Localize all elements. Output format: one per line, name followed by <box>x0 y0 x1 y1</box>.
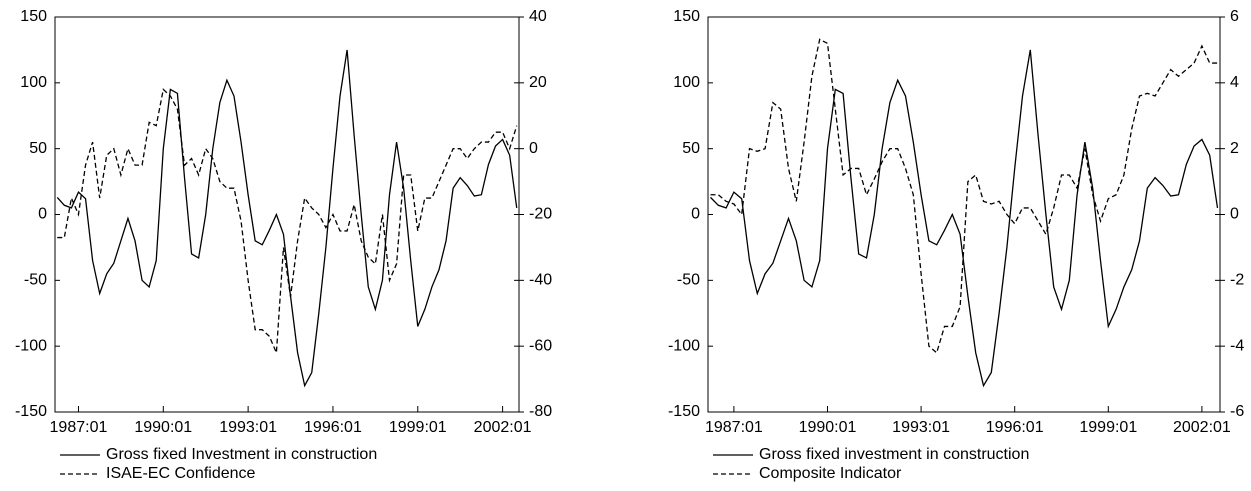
y-tick-label: 0 <box>691 206 700 223</box>
y-tick-label: -150 <box>668 403 700 420</box>
y-tick-label: 0 <box>38 206 47 223</box>
legend-label: Gross fixed investment in construction <box>759 446 1029 463</box>
y-tick-label: -50 <box>677 272 700 289</box>
x-tick-label: 1999:01 <box>389 419 447 436</box>
x-tick-label: 1999:01 <box>1079 419 1137 436</box>
series-line <box>57 88 518 354</box>
x-tick-label: 1987:01 <box>50 419 108 436</box>
legend-label: Composite Indicator <box>759 465 902 482</box>
x-tick-label: 1996:01 <box>304 419 362 436</box>
series-line <box>710 49 1219 388</box>
x-tick-label: 1987:01 <box>705 419 763 436</box>
y2-tick-label: 4 <box>1230 74 1239 91</box>
y2-tick-label: 20 <box>529 74 547 91</box>
y2-tick-label: -80 <box>529 403 552 420</box>
y-tick-label: -100 <box>15 337 47 354</box>
legend-label: Gross fixed Investment in construction <box>106 446 377 463</box>
y2-tick-label: 2 <box>1230 140 1239 157</box>
x-tick-label: 1993:01 <box>219 419 277 436</box>
y2-tick-label: -60 <box>529 337 552 354</box>
x-tick-label: 1990:01 <box>799 419 857 436</box>
y2-tick-label: -4 <box>1230 337 1244 354</box>
y2-tick-label: -2 <box>1230 272 1244 289</box>
series-line <box>710 38 1218 354</box>
series-line <box>56 49 518 388</box>
y-tick-label: 50 <box>29 140 47 157</box>
x-tick-label: 1993:01 <box>892 419 950 436</box>
x-tick-label: 1996:01 <box>986 419 1044 436</box>
y2-tick-label: -40 <box>529 272 552 289</box>
y-tick-label: -100 <box>668 337 700 354</box>
y-tick-label: -150 <box>15 403 47 420</box>
y-tick-label: 100 <box>20 74 47 91</box>
y2-tick-label: -20 <box>529 206 552 223</box>
y2-tick-label: 40 <box>529 8 547 25</box>
y-tick-label: 50 <box>682 140 700 157</box>
y-tick-label: -50 <box>24 272 47 289</box>
y2-tick-label: 0 <box>1230 206 1239 223</box>
x-tick-label: 1990:01 <box>134 419 192 436</box>
y2-tick-label: 6 <box>1230 8 1239 25</box>
x-tick-label: 2002:01 <box>474 419 532 436</box>
y-tick-label: 150 <box>673 8 700 25</box>
x-tick-label: 2002:01 <box>1173 419 1231 436</box>
y2-tick-label: 0 <box>529 140 538 157</box>
y-tick-label: 150 <box>20 8 47 25</box>
y2-tick-label: -6 <box>1230 403 1244 420</box>
y-tick-label: 100 <box>673 74 700 91</box>
legend-label: ISAE-EC Confidence <box>106 465 256 482</box>
